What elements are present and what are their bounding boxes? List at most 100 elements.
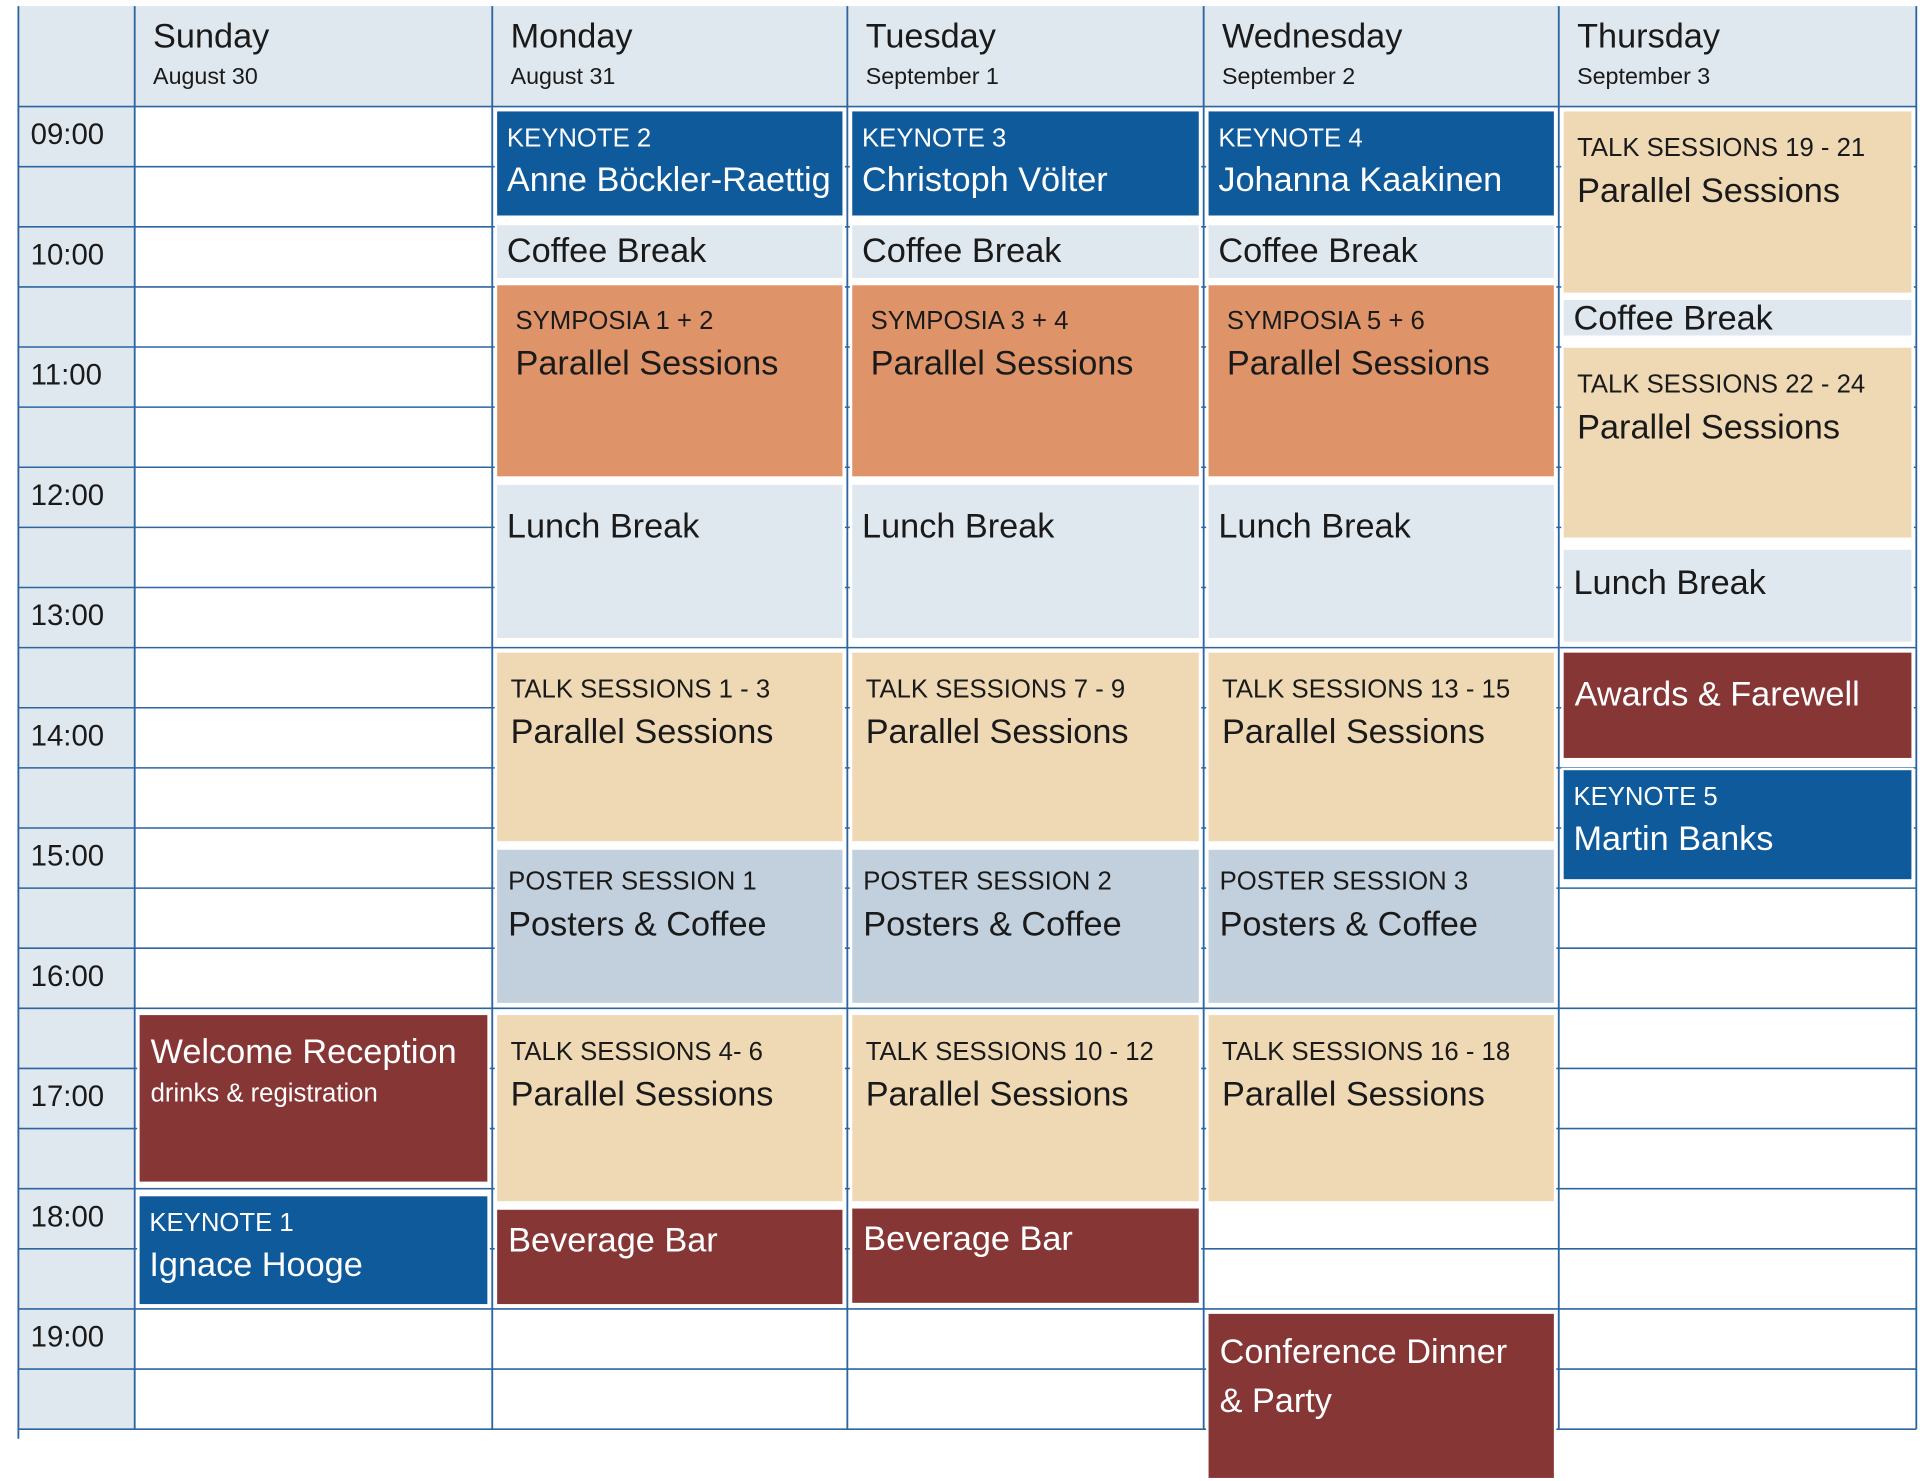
event-box	[1206, 1012, 1557, 1204]
event-title: Awards & Farewell	[1575, 675, 1860, 713]
event-title: Coffee Break	[862, 232, 1062, 270]
event-title: Parallel Sessions	[516, 345, 779, 383]
event-title: Parallel Sessions	[1222, 1076, 1485, 1114]
event-box	[137, 1193, 490, 1307]
event-label: SYMPOSIA 5 + 6	[1227, 307, 1425, 335]
event-title: Ignace Hooge	[149, 1246, 362, 1284]
event-title: Lunch Break	[507, 508, 700, 546]
event-label: POSTER SESSION 3	[1220, 868, 1469, 896]
event-title: Parallel Sessions	[511, 713, 774, 751]
event-title: Coffee Break	[507, 232, 707, 270]
event-label: TALK SESSIONS 1 - 3	[511, 675, 771, 703]
event-box	[1206, 847, 1557, 1006]
event-title: Lunch Break	[1573, 564, 1766, 602]
time-label: 14:00	[31, 719, 105, 752]
event-label: TALK SESSIONS 19 - 21	[1577, 134, 1865, 162]
event-box	[1561, 767, 1914, 882]
event-title: Parallel Sessions	[1222, 713, 1485, 751]
event-subtitle: drinks & registration	[151, 1079, 378, 1107]
event-title: Beverage Bar	[508, 1221, 718, 1259]
event-title: Johanna Kaakinen	[1218, 161, 1502, 199]
event-title: Parallel Sessions	[866, 1076, 1129, 1114]
time-label: 19:00	[31, 1321, 105, 1354]
event-box	[849, 222, 1202, 281]
event-title: Coffee Break	[1218, 232, 1418, 270]
header-band	[18, 6, 1917, 107]
event-title: Christoph Völter	[862, 161, 1108, 199]
event-box	[137, 1012, 490, 1185]
event-box	[849, 108, 1202, 218]
event-title: Posters & Coffee	[1220, 905, 1478, 943]
event-box	[494, 1012, 845, 1204]
time-label: 09:00	[31, 118, 105, 151]
event-box	[849, 282, 1202, 479]
event-title: Anne Böckler-Raettig	[507, 161, 831, 199]
event-title: Parallel Sessions	[1227, 345, 1490, 383]
event-title: Posters & Coffee	[863, 905, 1121, 943]
event-box	[1206, 482, 1557, 641]
event-box	[494, 650, 845, 844]
time-label: 12:00	[31, 479, 105, 512]
event-box	[494, 1207, 845, 1307]
event-label: KEYNOTE 1	[149, 1209, 293, 1237]
time-label: 11:00	[31, 359, 102, 392]
event-box	[1206, 1311, 1557, 1481]
day-name: Sunday	[153, 18, 270, 56]
event-subtitle: & Party	[1220, 1382, 1333, 1420]
event-label: TALK SESSIONS 16 - 18	[1222, 1038, 1510, 1066]
event-title: Parallel Sessions	[1577, 172, 1840, 210]
event-label: TALK SESSIONS 7 - 9	[866, 675, 1126, 703]
event-box	[849, 1012, 1202, 1204]
event-label: TALK SESSIONS 10 - 12	[866, 1038, 1154, 1066]
event-title: Martin Banks	[1573, 820, 1773, 858]
event-box	[849, 1206, 1202, 1306]
event-title: Beverage Bar	[863, 1220, 1073, 1258]
event-box	[1561, 345, 1914, 540]
event-title: Welcome Reception	[151, 1033, 457, 1071]
event-title: Lunch Break	[862, 508, 1055, 546]
event-box	[849, 847, 1202, 1006]
event-label: KEYNOTE 3	[862, 124, 1006, 152]
event-box	[1561, 547, 1914, 645]
time-label: 15:00	[31, 840, 105, 873]
event-label: KEYNOTE 4	[1218, 124, 1362, 152]
event-box	[494, 222, 845, 281]
event-title: Parallel Sessions	[871, 345, 1134, 383]
day-name: Monday	[511, 18, 634, 56]
event-box	[849, 650, 1202, 844]
time-label: 10:00	[31, 238, 105, 271]
event-box	[494, 847, 845, 1006]
event-box	[1561, 297, 1914, 338]
day-name: Tuesday	[866, 18, 997, 56]
event-label: SYMPOSIA 1 + 2	[516, 307, 714, 335]
event-box	[494, 482, 845, 641]
event-title: Parallel Sessions	[511, 1076, 774, 1114]
event-label: KEYNOTE 5	[1573, 783, 1717, 811]
event-label: POSTER SESSION 1	[508, 868, 757, 896]
event-box	[1561, 650, 1914, 761]
event-box	[1206, 108, 1557, 218]
day-date: August 31	[511, 63, 616, 89]
day-date: September 2	[1222, 63, 1355, 89]
event-title: Conference Dinner	[1220, 1333, 1508, 1371]
event-label: KEYNOTE 2	[507, 124, 651, 152]
event-label: TALK SESSIONS 4- 6	[511, 1038, 763, 1066]
event-box	[494, 108, 845, 218]
event-label: SYMPOSIA 3 + 4	[871, 307, 1069, 335]
event-title: Lunch Break	[1218, 508, 1411, 546]
day-date: September 1	[866, 63, 999, 89]
event-title: Posters & Coffee	[508, 905, 766, 943]
event-box	[849, 482, 1202, 641]
event-title: Parallel Sessions	[1577, 408, 1840, 446]
event-box	[1206, 282, 1557, 479]
day-name: Thursday	[1577, 18, 1721, 56]
event-box	[1561, 108, 1914, 296]
event-label: TALK SESSIONS 22 - 24	[1577, 370, 1865, 398]
day-date: August 30	[153, 63, 258, 89]
day-date: September 3	[1577, 63, 1710, 89]
event-box	[494, 282, 845, 479]
time-label: 13:00	[31, 599, 105, 632]
event-title: Parallel Sessions	[866, 713, 1129, 751]
time-label: 16:00	[31, 960, 105, 993]
